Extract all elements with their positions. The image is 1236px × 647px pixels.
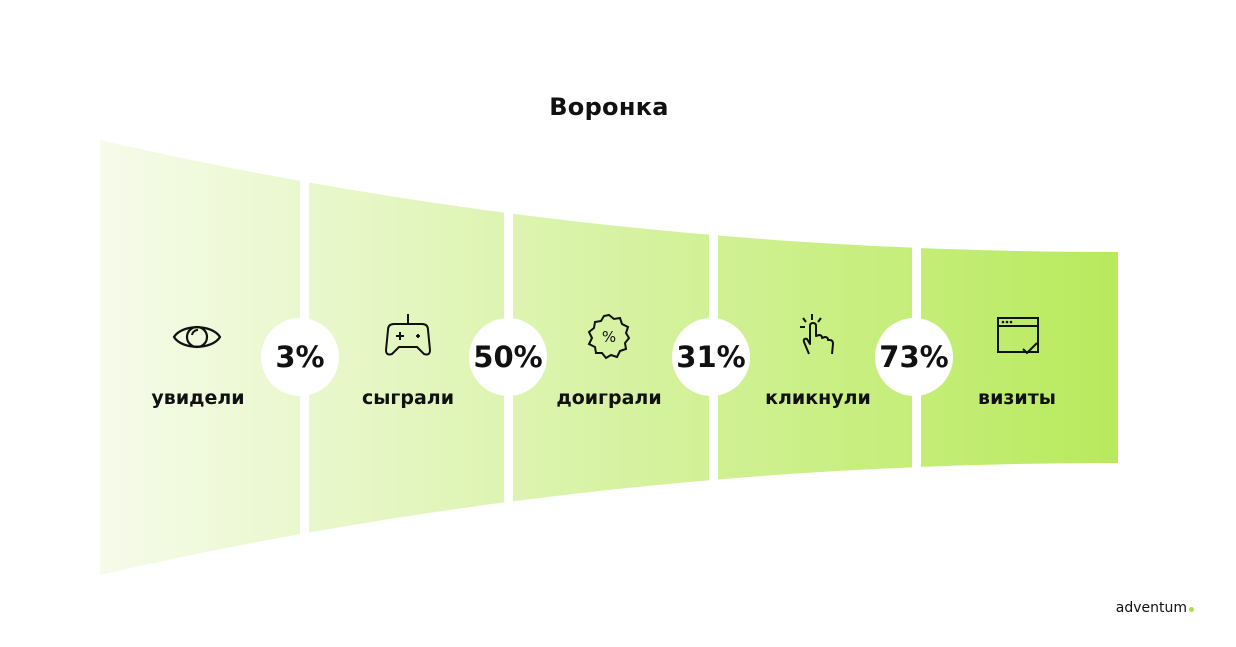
discount-badge-icon: % (587, 313, 631, 360)
page-title: Воронка (549, 93, 669, 121)
svg-text:%: % (602, 328, 616, 346)
browser-window-check-icon (997, 317, 1039, 355)
stage-label-played: сыграли (361, 387, 455, 409)
gamepad-icon (384, 314, 432, 356)
stage-label-clicked: кликнули (765, 387, 871, 409)
stage-label-seen: увидели (151, 387, 245, 409)
eye-icon (172, 325, 222, 349)
conversion-rate-2: 50% (469, 318, 547, 396)
conversion-rate-4: 73% (875, 318, 953, 396)
brand-logo-text: adventum (1115, 600, 1187, 616)
conversion-rate-1: 3% (261, 318, 339, 396)
brand-logo: adventum (1116, 600, 1194, 616)
conversion-rate-3: 31% (672, 318, 750, 396)
tap-hand-icon (800, 314, 834, 355)
stage-label-visits: визиты (978, 387, 1056, 409)
brand-logo-dot (1189, 607, 1194, 612)
funnel-body (100, 140, 1118, 575)
stage-label-finished: доиграли (556, 387, 662, 409)
